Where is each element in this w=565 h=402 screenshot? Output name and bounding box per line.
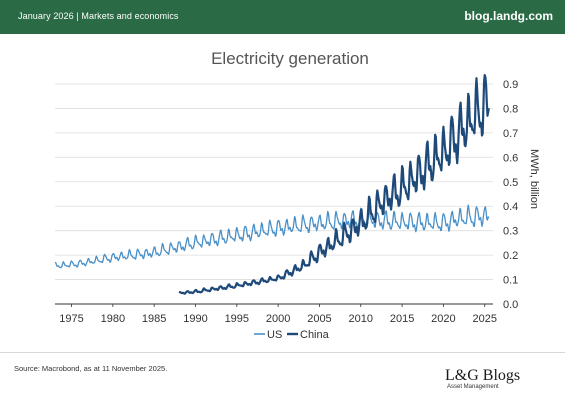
y-tick-label: 0.9 <box>503 79 518 91</box>
y-tick-labels: 0.0 0.1 0.2 0.3 0.4 0.5 0.6 0.7 0.8 0.9 <box>503 79 518 311</box>
x-tick-label: 2020 <box>431 313 455 325</box>
x-tick-label: 1990 <box>183 313 207 325</box>
source-note: Source: Macrobond, as at 11 November 202… <box>14 364 168 373</box>
x-tick-label: 2025 <box>472 313 496 325</box>
y-tick-label: 0.4 <box>503 201 518 213</box>
y-tick-label: 0.3 <box>503 226 518 238</box>
logo-sub-text: Asset Management <box>447 384 499 390</box>
y-tick-label: 0.2 <box>503 250 518 262</box>
header-date-category: January 2026 | Markets and economics <box>18 11 179 21</box>
x-tick-label: 1995 <box>225 313 249 325</box>
footer-divider <box>0 352 565 353</box>
x-tick-label: 2000 <box>266 313 290 325</box>
y-tick-label: 0.5 <box>503 177 518 189</box>
lg-blogs-logo: L&G Blogs Asset Management <box>445 367 521 391</box>
y-tick-label: 0.0 <box>503 299 518 311</box>
legend: US China <box>254 329 330 341</box>
logo-main-text: L&G Blogs <box>445 367 521 384</box>
series-line-china <box>178 73 490 295</box>
y-tick-label: 0.6 <box>503 152 518 164</box>
legend-label: China <box>300 329 330 341</box>
x-tick-labels: 1975 1980 1985 1990 1995 2000 2005 2010 2015 2020… <box>59 304 497 325</box>
y-axis-label: MWh, billion <box>528 149 540 209</box>
series-layer <box>54 73 490 295</box>
site-link[interactable]: blog.landg.com <box>464 9 553 23</box>
x-tick-label: 1975 <box>59 313 83 325</box>
chart-title: Electricity generation <box>211 49 369 68</box>
x-tick-label: 1985 <box>142 313 166 325</box>
x-tick-label: 2005 <box>307 313 331 325</box>
y-tick-label: 0.1 <box>503 275 518 287</box>
y-tick-label: 0.7 <box>503 128 518 140</box>
x-tick-label: 1980 <box>101 313 125 325</box>
x-tick-label: 2010 <box>349 313 373 325</box>
grid-lines <box>55 83 493 305</box>
header-bar: January 2026 | Markets and economics blo… <box>0 0 565 34</box>
chart-container: Electricity generation 0.0 0.1 0.2 0.3 0.4 0.… <box>0 34 565 354</box>
legend-label: US <box>267 329 282 341</box>
x-tick-label: 2015 <box>390 313 414 325</box>
y-tick-label: 0.8 <box>503 103 518 115</box>
electricity-chart: Electricity generation 0.00.10.20.30.40.… <box>54 49 540 341</box>
series-line-us <box>54 204 490 269</box>
